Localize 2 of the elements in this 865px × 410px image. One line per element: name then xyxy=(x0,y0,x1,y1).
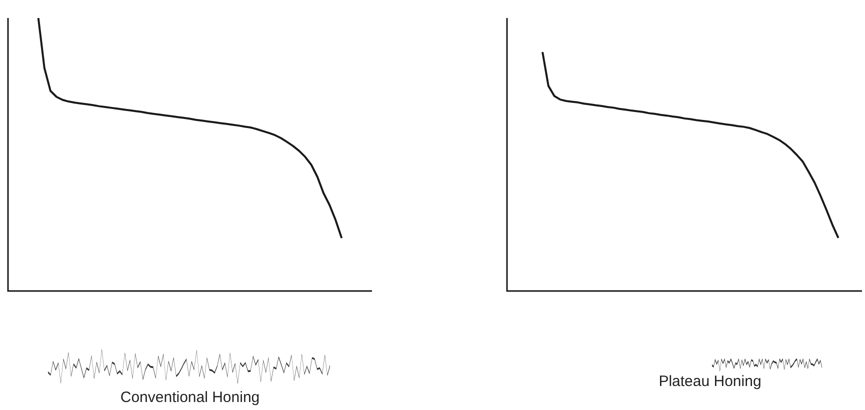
text: Conventional Honing xyxy=(120,389,260,406)
text: Plateau Honing xyxy=(658,373,762,390)
